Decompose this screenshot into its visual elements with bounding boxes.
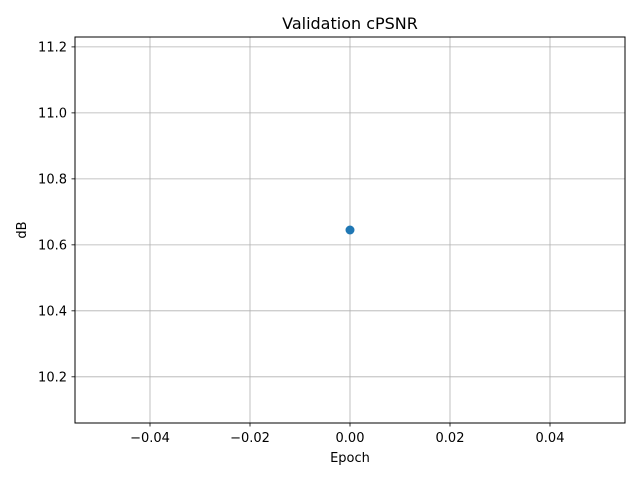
x-axis-label: Epoch <box>330 451 370 466</box>
y-axis-ticks: 10.2 10.4 10.6 10.8 11.0 11.2 <box>38 40 75 385</box>
chart-title: Validation cPSNR <box>282 14 418 33</box>
y-axis-label: dB <box>15 221 30 238</box>
data-points <box>345 225 355 235</box>
y-tick-label: 10.2 <box>38 370 67 385</box>
x-tick-label: 0.04 <box>536 431 565 446</box>
y-tick-label: 10.6 <box>38 238 67 253</box>
x-tick-label: 0.00 <box>336 431 365 446</box>
y-tick-label: 10.8 <box>38 172 67 187</box>
x-tick-label: −0.04 <box>130 431 170 446</box>
grid-lines <box>75 37 625 423</box>
y-tick-label: 11.0 <box>38 106 67 121</box>
y-tick-label: 11.2 <box>38 40 67 55</box>
y-tick-label: 10.4 <box>38 304 67 319</box>
x-axis-ticks: −0.04 −0.02 0.00 0.02 0.04 <box>130 423 564 446</box>
x-tick-label: −0.02 <box>230 431 270 446</box>
data-point <box>345 225 355 235</box>
x-tick-label: 0.02 <box>436 431 465 446</box>
